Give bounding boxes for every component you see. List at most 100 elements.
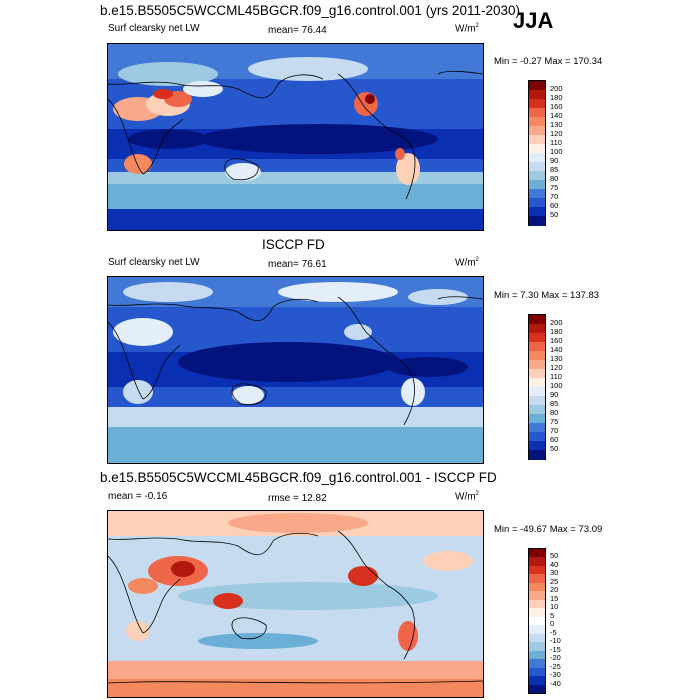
colorbar-cell bbox=[529, 171, 545, 181]
colorbar-tick-label: 60 bbox=[550, 435, 559, 444]
colorbar-tick-label: 0 bbox=[550, 619, 555, 629]
colorbar-cell bbox=[529, 360, 545, 370]
colorbar-cell bbox=[529, 557, 545, 567]
colorbar-cell bbox=[529, 650, 545, 660]
colorbar-cell bbox=[529, 90, 545, 100]
colorbar-tick-label: 130 bbox=[550, 120, 563, 129]
panel-2-colorbar bbox=[528, 314, 546, 460]
colorbar-cell bbox=[529, 582, 545, 592]
colorbar-tick-label: -40 bbox=[550, 678, 561, 688]
colorbar-cell bbox=[529, 414, 545, 424]
colorbar-tick-label: 100 bbox=[550, 147, 563, 156]
colorbar-cell bbox=[529, 676, 545, 686]
panel-3-map-field bbox=[108, 511, 483, 697]
panel-2-minmax: Min = 7.30 Max = 137.83 bbox=[494, 290, 600, 301]
panel-2-title: ISCCP FD bbox=[262, 237, 325, 252]
colorbar-tick-label: 180 bbox=[550, 93, 563, 102]
colorbar-tick-label: 10 bbox=[550, 602, 559, 612]
colorbar-tick-label: 50 bbox=[550, 551, 559, 561]
colorbar-cell bbox=[529, 405, 545, 415]
colorbar-tick-label: 110 bbox=[550, 138, 562, 147]
panel-1-map-field bbox=[108, 44, 483, 230]
colorbar-cell bbox=[529, 667, 545, 677]
colorbar-cell bbox=[529, 216, 545, 226]
colorbar-cell bbox=[529, 351, 545, 361]
colorbar-cell bbox=[529, 625, 545, 635]
panel-2-units: W/m2 bbox=[455, 257, 479, 269]
colorbar-cell bbox=[529, 378, 545, 388]
panel-1-variable-label: Surf clearsky net LW bbox=[108, 23, 200, 34]
colorbar-cell bbox=[529, 99, 545, 109]
panel-3-units: W/m2 bbox=[455, 491, 479, 503]
colorbar-cell bbox=[529, 387, 545, 397]
colorbar-tick-label: 50 bbox=[550, 210, 559, 219]
colorbar-cell bbox=[529, 162, 545, 172]
colorbar-cell bbox=[529, 324, 545, 334]
colorbar-cell bbox=[529, 599, 545, 609]
colorbar-tick-label: 80 bbox=[550, 174, 559, 183]
colorbar-tick-label: 85 bbox=[550, 399, 559, 408]
panel-3-colorbar bbox=[528, 548, 546, 694]
colorbar-cell bbox=[529, 423, 545, 433]
colorbar-cell bbox=[529, 616, 545, 626]
colorbar-tick-label: 30 bbox=[550, 568, 559, 578]
colorbar-cell bbox=[529, 642, 545, 652]
colorbar-cell bbox=[529, 608, 545, 618]
panel-2-variable-label: Surf clearsky net LW bbox=[108, 257, 200, 268]
colorbar-tick-label: 80 bbox=[550, 408, 559, 417]
colorbar-tick-label: 50 bbox=[550, 444, 559, 453]
colorbar-tick-label: 5 bbox=[550, 610, 555, 620]
colorbar-cell bbox=[529, 180, 545, 190]
panel-2-map bbox=[107, 276, 484, 464]
panel-2-map-field bbox=[108, 277, 483, 463]
panel-3-map bbox=[107, 510, 484, 698]
colorbar-cell bbox=[529, 396, 545, 406]
colorbar-tick-label: -10 bbox=[550, 636, 561, 646]
colorbar-tick-label: 70 bbox=[550, 192, 559, 201]
colorbar-cell bbox=[529, 549, 545, 558]
colorbar-tick-label: 120 bbox=[550, 363, 563, 372]
colorbar-cell bbox=[529, 659, 545, 669]
colorbar-cell bbox=[529, 574, 545, 584]
colorbar-tick-label: 180 bbox=[550, 327, 563, 336]
colorbar-tick-label: -20 bbox=[550, 653, 561, 663]
colorbar-tick-label: -5 bbox=[550, 627, 557, 637]
panel-1-map bbox=[107, 43, 484, 231]
colorbar-tick-label: 160 bbox=[550, 336, 563, 345]
colorbar-tick-label: 200 bbox=[550, 84, 563, 93]
colorbar-tick-label: 75 bbox=[550, 417, 559, 426]
colorbar-tick-label: -15 bbox=[550, 644, 561, 654]
panel-1-minmax: Min = -0.27 Max = 170.34 bbox=[494, 56, 603, 67]
panel-1-colorbar bbox=[528, 80, 546, 226]
colorbar-cell bbox=[529, 81, 545, 91]
colorbar-tick-label: 90 bbox=[550, 390, 559, 399]
panel-3-title: b.e15.B5505C5WCCML45BGCR.f09_g16.control… bbox=[100, 470, 497, 485]
colorbar-cell bbox=[529, 633, 545, 643]
panel-3-mean: mean = -0.16 bbox=[108, 491, 168, 502]
colorbar-cell bbox=[529, 432, 545, 442]
panel-1-mean: mean= 76.44 bbox=[268, 25, 327, 36]
colorbar-tick-label: 20 bbox=[550, 585, 559, 595]
colorbar-tick-label: 25 bbox=[550, 576, 559, 586]
colorbar-tick-label: 90 bbox=[550, 156, 559, 165]
colorbar-cell bbox=[529, 565, 545, 575]
colorbar-tick-label: 140 bbox=[550, 345, 563, 354]
colorbar-cell bbox=[529, 189, 545, 199]
colorbar-tick-label: 120 bbox=[550, 129, 563, 138]
colorbar-tick-label: 40 bbox=[550, 559, 559, 569]
colorbar-tick-label: 15 bbox=[550, 593, 559, 603]
colorbar-cell bbox=[529, 450, 545, 460]
panel-3-rmse: rmse = 12.82 bbox=[268, 493, 327, 504]
colorbar-cell bbox=[529, 591, 545, 601]
panel-1-units: W/m2 bbox=[455, 23, 479, 35]
colorbar-cell bbox=[529, 198, 545, 208]
colorbar-tick-label: 130 bbox=[550, 354, 563, 363]
colorbar-tick-label: 100 bbox=[550, 381, 563, 390]
colorbar-cell bbox=[529, 315, 545, 325]
colorbar-tick-label: 85 bbox=[550, 165, 559, 174]
colorbar-tick-label: 140 bbox=[550, 111, 563, 120]
colorbar-cell bbox=[529, 153, 545, 163]
colorbar-tick-label: 70 bbox=[550, 426, 559, 435]
colorbar-tick-label: 160 bbox=[550, 102, 563, 111]
colorbar-tick-label: -25 bbox=[550, 661, 561, 671]
